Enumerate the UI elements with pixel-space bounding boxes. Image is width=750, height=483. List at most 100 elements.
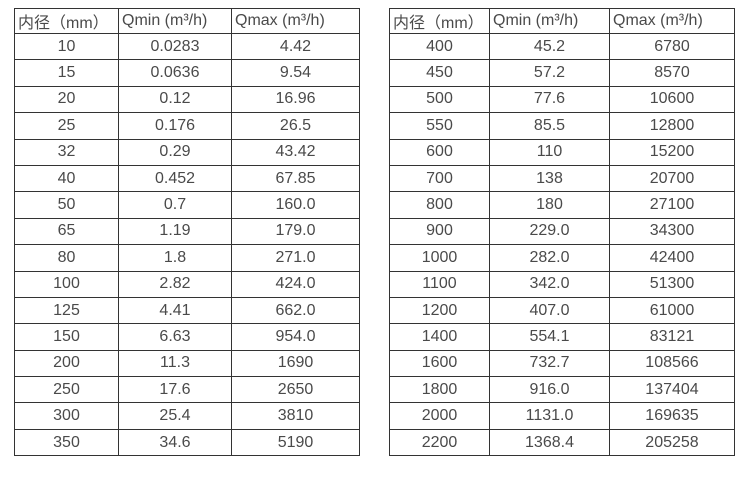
table-cell: 12800 xyxy=(609,112,735,140)
table-row: 450 57.2 8570 xyxy=(389,59,735,87)
table-cell: 662.0 xyxy=(231,296,360,325)
table-cell: 1800 xyxy=(389,376,490,404)
table-cell: 169635 xyxy=(609,402,735,430)
table-cell: 32 xyxy=(14,138,119,166)
table-cell: 6780 xyxy=(609,32,735,61)
table-cell: 100 xyxy=(14,270,119,298)
table-row: 100 2.82 424.0 xyxy=(14,270,360,298)
table-cell: 51300 xyxy=(609,270,735,298)
flow-tables-container: 内径（mm） Qmin (m³/h) Qmax (m³/h) 10 0.0283 4.4… xyxy=(14,8,735,457)
table-row: 80 1.8 271.0 xyxy=(14,244,360,272)
table-row: 200 11.3 1690 xyxy=(14,349,360,378)
table-cell: 80 xyxy=(14,244,119,272)
table-cell: 180 xyxy=(489,191,610,219)
table-row: 350 34.6 5190 xyxy=(14,428,360,457)
table-cell: 20 xyxy=(14,85,119,114)
table-cell: 57.2 xyxy=(489,59,610,87)
table-cell: 138 xyxy=(489,164,610,193)
table-row: 500 77.6 10600 xyxy=(389,85,735,114)
table-cell: 27100 xyxy=(609,191,735,219)
table-cell: 200 xyxy=(14,349,119,378)
table-cell: 350 xyxy=(14,428,119,457)
table-cell: 205258 xyxy=(609,428,735,457)
table-cell: 1400 xyxy=(389,323,490,351)
table-cell: 34300 xyxy=(609,217,735,246)
column-header: 内径（mm） xyxy=(14,8,119,34)
table-cell: 1690 xyxy=(231,349,360,378)
table-cell: 16.96 xyxy=(231,85,360,114)
table-row: 900 229.0 34300 xyxy=(389,217,735,246)
table-cell: 25 xyxy=(14,112,119,140)
table-cell: 15200 xyxy=(609,138,735,166)
table-cell: 5190 xyxy=(231,428,360,457)
table-cell: 1.8 xyxy=(118,244,232,272)
table-cell: 900 xyxy=(389,217,490,246)
table-cell: 77.6 xyxy=(489,85,610,114)
table-cell: 0.7 xyxy=(118,191,232,219)
table-cell: 732.7 xyxy=(489,349,610,378)
table-row: 50 0.7 160.0 xyxy=(14,191,360,219)
table-cell: 407.0 xyxy=(489,296,610,325)
table-row: 250 17.6 2650 xyxy=(14,376,360,404)
table-row: 125 4.41 662.0 xyxy=(14,296,360,325)
table-cell: 229.0 xyxy=(489,217,610,246)
table-cell: 424.0 xyxy=(231,270,360,298)
column-header: Qmax (m³/h) xyxy=(231,8,360,34)
table-cell: 554.1 xyxy=(489,323,610,351)
table-cell: 108566 xyxy=(609,349,735,378)
table-cell: 1000 xyxy=(389,244,490,272)
table-cell: 50 xyxy=(14,191,119,219)
table-cell: 300 xyxy=(14,402,119,430)
table-cell: 61000 xyxy=(609,296,735,325)
table-cell: 125 xyxy=(14,296,119,325)
table-cell: 342.0 xyxy=(489,270,610,298)
table-cell: 20700 xyxy=(609,164,735,193)
flow-table-small-diameters: 内径（mm） Qmin (m³/h) Qmax (m³/h) 10 0.0283 4.4… xyxy=(14,8,360,457)
table-row: 1600 732.7 108566 xyxy=(389,349,735,378)
table-cell: 26.5 xyxy=(231,112,360,140)
table-cell: 500 xyxy=(389,85,490,114)
table-cell: 1131.0 xyxy=(489,402,610,430)
table-cell: 25.4 xyxy=(118,402,232,430)
table-cell: 1600 xyxy=(389,349,490,378)
table-cell: 179.0 xyxy=(231,217,360,246)
table-row: 40 0.452 67.85 xyxy=(14,164,360,193)
table-cell: 83121 xyxy=(609,323,735,351)
table-row: 600 110 15200 xyxy=(389,138,735,166)
table-row: 65 1.19 179.0 xyxy=(14,217,360,246)
table-row: 15 0.0636 9.54 xyxy=(14,59,360,87)
table-cell: 282.0 xyxy=(489,244,610,272)
table-row: 2200 1368.4 205258 xyxy=(389,428,735,457)
table-row: 300 25.4 3810 xyxy=(14,402,360,430)
table-cell: 1200 xyxy=(389,296,490,325)
header-row: 内径（mm） Qmin (m³/h) Qmax (m³/h) xyxy=(14,8,360,34)
table-cell: 67.85 xyxy=(231,164,360,193)
table-row: 550 85.5 12800 xyxy=(389,112,735,140)
table-cell: 2000 xyxy=(389,402,490,430)
table-cell: 600 xyxy=(389,138,490,166)
table-cell: 110 xyxy=(489,138,610,166)
table-cell: 700 xyxy=(389,164,490,193)
table-cell: 1100 xyxy=(389,270,490,298)
table-cell: 4.41 xyxy=(118,296,232,325)
table-row: 20 0.12 16.96 xyxy=(14,85,360,114)
table-cell: 43.42 xyxy=(231,138,360,166)
table-cell: 0.0283 xyxy=(118,32,232,61)
table-cell: 450 xyxy=(389,59,490,87)
table-cell: 8570 xyxy=(609,59,735,87)
table-cell: 400 xyxy=(389,32,490,61)
table-cell: 17.6 xyxy=(118,376,232,404)
table-cell: 550 xyxy=(389,112,490,140)
table-cell: 0.12 xyxy=(118,85,232,114)
table-row: 800 180 27100 xyxy=(389,191,735,219)
table-cell: 0.0636 xyxy=(118,59,232,87)
flow-table-large-diameters: 内径（mm） Qmin (m³/h) Qmax (m³/h) 400 45.2 6780… xyxy=(389,8,735,457)
table-cell: 3810 xyxy=(231,402,360,430)
column-header: Qmin (m³/h) xyxy=(489,8,610,34)
table-row: 700 138 20700 xyxy=(389,164,735,193)
table-row: 1100 342.0 51300 xyxy=(389,270,735,298)
table-cell: 800 xyxy=(389,191,490,219)
table-cell: 150 xyxy=(14,323,119,351)
table-cell: 0.29 xyxy=(118,138,232,166)
table-row: 2000 1131.0 169635 xyxy=(389,402,735,430)
